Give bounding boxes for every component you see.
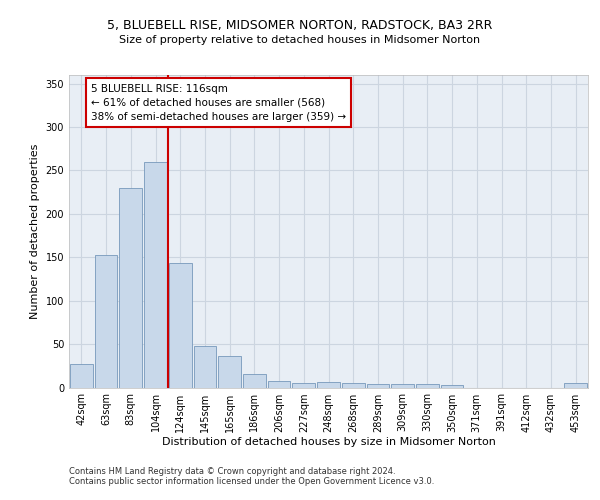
Bar [441,385,463,388]
Bar [70,364,93,388]
Text: 5, BLUEBELL RISE, MIDSOMER NORTON, RADSTOCK, BA3 2RR: 5, BLUEBELL RISE, MIDSOMER NORTON, RADST… [107,19,493,32]
Bar [342,383,365,388]
Bar [95,254,118,388]
Bar [144,162,167,388]
Bar [243,374,266,388]
Text: Contains public sector information licensed under the Open Government Licence v3: Contains public sector information licen… [69,477,434,486]
Bar [317,382,340,388]
Bar [416,384,439,388]
X-axis label: Distribution of detached houses by size in Midsomer Norton: Distribution of detached houses by size … [161,438,496,448]
Bar [367,384,389,388]
Y-axis label: Number of detached properties: Number of detached properties [30,144,40,319]
Bar [169,264,191,388]
Bar [268,382,290,388]
Bar [119,188,142,388]
Text: 5 BLUEBELL RISE: 116sqm
← 61% of detached houses are smaller (568)
38% of semi-d: 5 BLUEBELL RISE: 116sqm ← 61% of detache… [91,84,346,122]
Bar [292,383,315,388]
Bar [391,384,414,388]
Text: Size of property relative to detached houses in Midsomer Norton: Size of property relative to detached ho… [119,35,481,45]
Bar [564,383,587,388]
Bar [194,346,216,388]
Bar [218,356,241,388]
Text: Contains HM Land Registry data © Crown copyright and database right 2024.: Contains HM Land Registry data © Crown c… [69,467,395,476]
